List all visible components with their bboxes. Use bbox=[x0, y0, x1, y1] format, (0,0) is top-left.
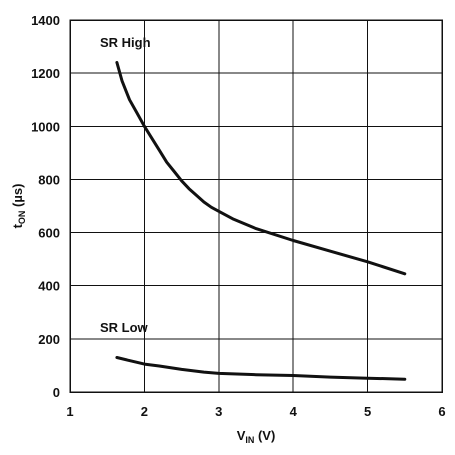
series-line-sr-high bbox=[115, 61, 407, 276]
x-axis-label-sub: IN bbox=[245, 435, 254, 445]
series-labels: SR High SR Low bbox=[100, 35, 151, 335]
series-label-sr-low: SR Low bbox=[100, 320, 149, 335]
y-tick-label: 0 bbox=[53, 385, 60, 400]
y-axis-label: tON (µs) bbox=[10, 184, 27, 229]
y-tick-labels: 0 200 400 600 800 1000 1200 1400 bbox=[31, 13, 60, 400]
y-tick-label: 1400 bbox=[31, 13, 60, 28]
x-tick-label: 4 bbox=[290, 404, 298, 419]
x-tick-labels: 1 2 3 4 5 6 bbox=[66, 404, 445, 419]
x-axis-label-unit: (V) bbox=[254, 428, 275, 443]
y-tick-label: 400 bbox=[38, 279, 60, 294]
series-lines bbox=[115, 61, 407, 381]
series-label-sr-high: SR High bbox=[100, 35, 151, 50]
y-axis-label-unit: (µs) bbox=[10, 184, 25, 211]
grid bbox=[70, 20, 442, 392]
x-tick-label: 2 bbox=[141, 404, 148, 419]
x-axis-label: VIN (V) bbox=[237, 428, 276, 445]
x-tick-label: 3 bbox=[215, 404, 222, 419]
y-tick-label: 1000 bbox=[31, 119, 60, 134]
series-line-sr-low bbox=[115, 356, 407, 381]
y-axis-label-sub: ON bbox=[17, 211, 27, 225]
y-tick-label: 1200 bbox=[31, 66, 60, 81]
x-tick-label: 1 bbox=[66, 404, 73, 419]
y-tick-label: 800 bbox=[38, 172, 60, 187]
plot-frame bbox=[69, 19, 443, 393]
x-tick-label: 6 bbox=[438, 404, 445, 419]
x-tick-label: 5 bbox=[364, 404, 371, 419]
y-axis-label-main: t bbox=[10, 223, 25, 228]
y-tick-label: 600 bbox=[38, 226, 60, 241]
x-axis-label-main: V bbox=[237, 428, 246, 443]
y-tick-label: 200 bbox=[38, 332, 60, 347]
